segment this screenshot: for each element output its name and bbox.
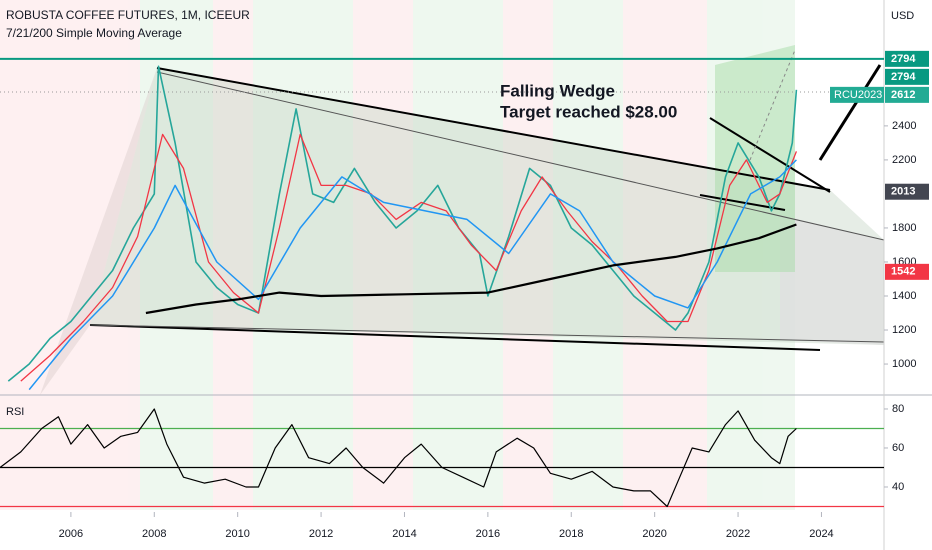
price-label-box — [885, 50, 929, 67]
annotation: Target reached $28.00 — [500, 102, 677, 121]
x-tick-label: 2010 — [225, 528, 249, 540]
y-tick-label: 40 — [892, 481, 904, 493]
y-tick-label: 1000 — [892, 358, 916, 370]
price-label: 2013 — [891, 186, 915, 198]
x-tick-label: 2012 — [309, 528, 333, 540]
y-tick-label: 1800 — [892, 222, 916, 234]
y-tick-label: 2400 — [892, 120, 916, 132]
price-label: 2794 — [891, 71, 916, 83]
price-label-box — [885, 86, 929, 103]
price-label-box — [885, 263, 929, 280]
series-line — [28, 159, 797, 391]
x-tick-label: 2022 — [726, 528, 750, 540]
price-label: 1542 — [891, 266, 915, 278]
y-tick-label: 1400 — [892, 290, 916, 302]
x-tick-label: 2014 — [392, 528, 416, 540]
y-tick-label: 2200 — [892, 154, 916, 166]
series-line — [20, 133, 798, 382]
series-line — [7, 65, 798, 382]
price-label-box — [885, 68, 929, 85]
series-line — [0, 408, 797, 508]
x-tick-label: 2024 — [809, 528, 833, 540]
price-label-name: RCU2023 — [834, 89, 882, 101]
y-tick-label: 60 — [892, 442, 904, 454]
annotation: Falling Wedge — [500, 81, 615, 100]
y-tick-label: 80 — [892, 403, 904, 415]
x-tick-label: 2016 — [476, 528, 500, 540]
price-label: 2612 — [891, 89, 915, 101]
x-tick-label: 2008 — [142, 528, 166, 540]
price-label-box — [830, 86, 884, 103]
price-label: 2794 — [891, 53, 916, 65]
price-label-box — [885, 183, 929, 200]
chart-title: ROBUSTA COFFEE FUTURES, 1M, ICEEUR — [6, 8, 250, 22]
x-tick-label: 2006 — [59, 528, 83, 540]
x-tick-label: 2020 — [642, 528, 666, 540]
chart-subtitle: 7/21/200 Simple Moving Average — [6, 26, 182, 40]
unit-label: USD — [891, 10, 914, 22]
x-tick-label: 2018 — [559, 528, 583, 540]
pane-title: RSI — [6, 406, 24, 418]
series-line — [145, 223, 797, 315]
y-tick-label: 1200 — [892, 324, 916, 336]
season-bands — [0, 0, 795, 510]
